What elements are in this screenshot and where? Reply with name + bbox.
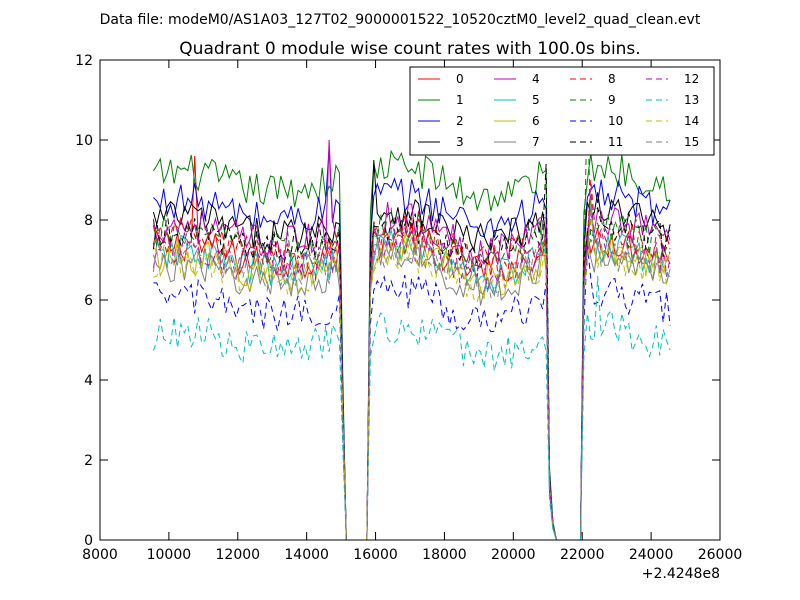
series-line-11	[152, 163, 671, 540]
legend-label-11: 11	[608, 135, 623, 149]
x-tick-label: 8000	[82, 547, 118, 563]
series-line-13	[152, 275, 671, 540]
legend-box	[409, 66, 715, 156]
x-tick-label: 16000	[353, 547, 398, 563]
x-tick-label: 14000	[284, 547, 329, 563]
y-tick-label: 12	[75, 53, 93, 69]
y-tick-label: 8	[84, 213, 93, 229]
legend-label-15: 15	[684, 135, 699, 149]
plot-area	[152, 91, 671, 540]
x-tick-label: 18000	[422, 547, 467, 563]
chart-title: Quadrant 0 module wise count rates with …	[179, 39, 640, 59]
legend-label-14: 14	[684, 114, 699, 128]
x-offset-label: +2.4248e8	[642, 566, 720, 582]
x-tick-label: 20000	[491, 547, 536, 563]
series-line-9	[152, 91, 671, 540]
figure-suptitle: Data file: modeM0/AS1A03_127T02_90000015…	[100, 12, 701, 28]
legend-label-8: 8	[608, 72, 616, 86]
legend-label-0: 0	[456, 72, 464, 86]
y-tick-label: 0	[84, 533, 93, 549]
x-tick-label: 10000	[147, 547, 192, 563]
x-tick-label: 12000	[216, 547, 261, 563]
legend-label-7: 7	[532, 135, 540, 149]
legend-label-4: 4	[532, 72, 540, 86]
legend-label-5: 5	[532, 93, 540, 107]
y-tick-label: 2	[84, 453, 93, 469]
legend-label-10: 10	[608, 114, 623, 128]
legend-label-12: 12	[684, 72, 699, 86]
series-line-12	[152, 187, 671, 540]
series-line-1	[152, 149, 671, 540]
y-tick-label: 6	[84, 293, 93, 309]
axes: 8000 10000 12000 14000 16000 18000 20000 22000 2…	[75, 53, 742, 563]
x-tick-label: 26000	[698, 547, 743, 563]
y-tick-label: 10	[75, 133, 93, 149]
legend-label-3: 3	[456, 135, 464, 149]
legend-label-6: 6	[532, 114, 540, 128]
legend-label-13: 13	[684, 93, 699, 107]
series-line-4	[152, 139, 671, 540]
legend-label-1: 1	[456, 93, 464, 107]
series-line-5	[152, 203, 671, 540]
series-line-10	[153, 243, 671, 540]
legend-label-2: 2	[456, 114, 464, 128]
x-tick-label: 24000	[629, 547, 674, 563]
legend-label-9: 9	[608, 93, 616, 107]
y-tick-label: 4	[84, 373, 93, 389]
x-tick-label: 22000	[560, 547, 605, 563]
series-line-2	[153, 147, 671, 540]
